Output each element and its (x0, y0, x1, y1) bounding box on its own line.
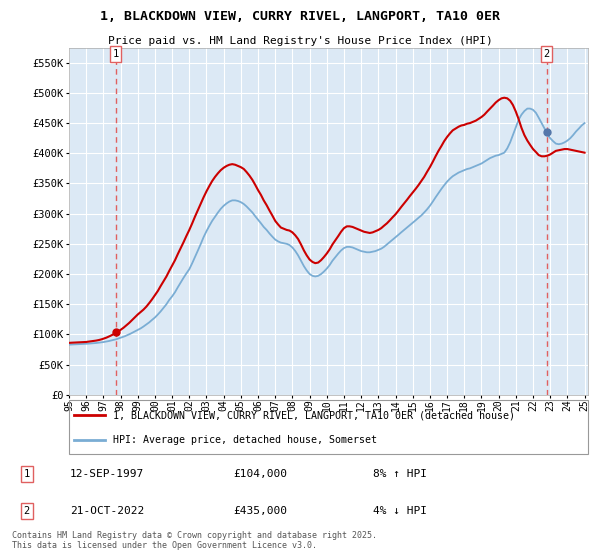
Text: HPI: Average price, detached house, Somerset: HPI: Average price, detached house, Some… (113, 435, 377, 445)
Text: 12-SEP-1997: 12-SEP-1997 (70, 469, 145, 479)
Text: 1, BLACKDOWN VIEW, CURRY RIVEL, LANGPORT, TA10 0ER (detached house): 1, BLACKDOWN VIEW, CURRY RIVEL, LANGPORT… (113, 410, 515, 421)
Text: Price paid vs. HM Land Registry's House Price Index (HPI): Price paid vs. HM Land Registry's House … (107, 36, 493, 46)
Text: Contains HM Land Registry data © Crown copyright and database right 2025.
This d: Contains HM Land Registry data © Crown c… (12, 531, 377, 550)
Text: £104,000: £104,000 (233, 469, 287, 479)
Text: £435,000: £435,000 (233, 506, 287, 516)
Text: 4% ↓ HPI: 4% ↓ HPI (373, 506, 427, 516)
Text: 21-OCT-2022: 21-OCT-2022 (70, 506, 145, 516)
Text: 1: 1 (113, 49, 119, 59)
Text: 8% ↑ HPI: 8% ↑ HPI (373, 469, 427, 479)
Text: 1, BLACKDOWN VIEW, CURRY RIVEL, LANGPORT, TA10 0ER: 1, BLACKDOWN VIEW, CURRY RIVEL, LANGPORT… (100, 11, 500, 24)
Text: 2: 2 (23, 506, 30, 516)
Text: 2: 2 (544, 49, 550, 59)
Text: 1: 1 (23, 469, 30, 479)
